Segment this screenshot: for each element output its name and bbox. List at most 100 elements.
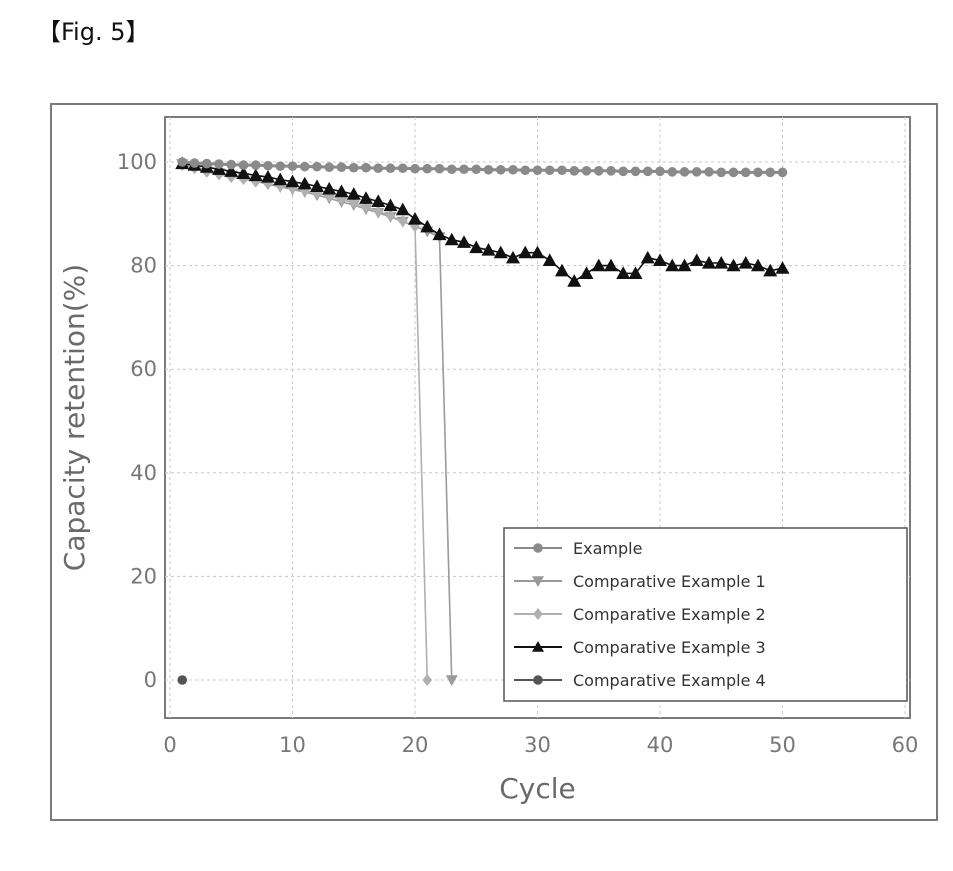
legend-label: Example: [573, 539, 642, 558]
data-point: [481, 243, 496, 256]
legend-marker: [533, 675, 543, 685]
data-point: [250, 160, 261, 170]
data-point: [763, 263, 778, 277]
chart-svg: 0 10 20 30 40 50 60 0 20 40 60 80 100 Cycle Capacity…: [58, 116, 918, 805]
data-point: [287, 161, 298, 171]
data-point: [740, 167, 751, 178]
data-point: [422, 163, 433, 174]
y-tick-label: 0: [144, 668, 157, 692]
data-point: [263, 160, 273, 171]
data-point: [581, 166, 592, 176]
legend-box: [503, 527, 908, 702]
data-point: [483, 164, 494, 175]
legend-item: Comparative Example 3: [514, 638, 766, 657]
data-point: [261, 170, 275, 183]
data-point: [677, 258, 692, 272]
legend-label: Comparative Example 3: [573, 638, 766, 657]
data-point: [322, 181, 337, 195]
data-point: [226, 159, 237, 170]
data-point: [297, 176, 312, 190]
data-point: [214, 159, 224, 169]
legend-marker: [533, 543, 543, 553]
data-point: [555, 263, 569, 277]
data-point: [334, 184, 349, 198]
data-point: [495, 164, 506, 175]
data-point: [544, 165, 555, 176]
y-tick-label: 80: [130, 254, 157, 278]
series-line: [182, 164, 429, 681]
data-point: [506, 250, 520, 264]
data-point: [434, 163, 445, 174]
data-point: [775, 261, 790, 274]
data-point: [728, 167, 739, 178]
data-point: [395, 202, 410, 216]
x-tick-label: 10: [279, 733, 306, 757]
y-axis-title: Capacity retention(%): [58, 264, 91, 571]
tick-layer: 0 10 20 30 40 50 60 0 20 40 60 80 100: [117, 150, 918, 757]
y-tick-label: 100: [117, 150, 157, 174]
figure-label: 【Fig. 5】: [37, 18, 150, 46]
data-point: [310, 179, 324, 192]
data-point: [444, 232, 459, 246]
data-point: [653, 253, 667, 267]
chart-frame: 0 10 20 30 40 50 60 0 20 40 60 80 100 Cycle Capacity…: [50, 103, 938, 821]
data-point: [738, 256, 753, 269]
data-point: [567, 274, 582, 287]
data-point: [557, 165, 567, 176]
data-point: [177, 157, 188, 167]
data-point: [469, 240, 484, 254]
series-4: [177, 675, 188, 685]
data-point: [177, 675, 188, 685]
data-point: [716, 167, 727, 178]
data-point: [493, 245, 508, 259]
data-point: [579, 266, 594, 279]
data-point: [446, 164, 457, 175]
data-point: [285, 174, 300, 188]
data-point: [348, 162, 359, 173]
data-point: [691, 167, 702, 177]
data-point: [667, 167, 678, 177]
legend-item: Comparative Example 4: [514, 671, 766, 690]
legend-marker: [532, 576, 544, 587]
legend-label: Comparative Example 1: [573, 572, 766, 591]
data-point: [422, 674, 433, 686]
data-point: [371, 194, 386, 207]
data-point: [408, 211, 422, 225]
series-line: [182, 163, 453, 681]
data-point: [336, 162, 347, 172]
data-point: [361, 201, 371, 214]
data-point: [751, 258, 765, 272]
data-point: [361, 162, 371, 173]
data-point: [726, 258, 741, 272]
data-point: [275, 161, 286, 171]
data-point: [640, 250, 655, 264]
legend-item: Example: [514, 539, 642, 558]
data-point: [457, 235, 471, 248]
data-point: [432, 227, 447, 241]
data-point: [336, 193, 347, 206]
data-point: [642, 166, 653, 177]
data-point: [630, 166, 641, 177]
data-point: [655, 166, 665, 177]
data-point: [606, 166, 616, 176]
data-point: [471, 164, 482, 175]
y-tick-label: 60: [130, 357, 157, 381]
data-point: [346, 187, 361, 200]
data-point: [679, 167, 690, 177]
data-point: [385, 209, 396, 222]
data-point: [273, 172, 288, 186]
data-point: [373, 163, 384, 174]
data-point: [765, 167, 776, 178]
data-point: [224, 164, 239, 177]
data-point: [373, 205, 384, 218]
data-point: [248, 168, 263, 182]
data-point: [628, 266, 643, 279]
data-point: [702, 256, 716, 269]
data-point: [324, 162, 335, 172]
data-point: [665, 258, 680, 272]
data-point: [532, 165, 543, 176]
data-point: [312, 161, 322, 172]
data-point: [689, 253, 704, 267]
data-point: [604, 258, 618, 272]
x-tick-label: 60: [892, 733, 919, 757]
